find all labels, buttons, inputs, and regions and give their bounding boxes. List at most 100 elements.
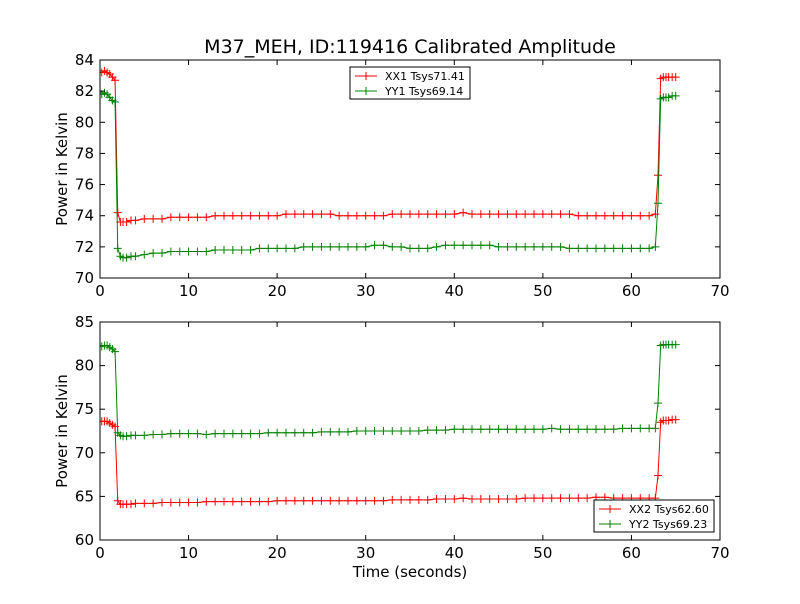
data-point xyxy=(600,244,609,253)
data-point xyxy=(397,427,406,435)
data-point xyxy=(317,242,326,251)
data-point xyxy=(308,428,317,437)
data-point xyxy=(246,245,255,254)
data-point xyxy=(290,428,299,437)
data-point xyxy=(122,217,131,226)
data-point xyxy=(521,494,530,503)
data-point xyxy=(530,494,538,503)
data-point xyxy=(414,427,423,435)
data-point xyxy=(202,213,211,222)
legend-box xyxy=(349,66,471,100)
legend-label: XX2 Tsys62.60 xyxy=(629,503,709,516)
y-tick-label: 60 xyxy=(75,531,94,549)
data-point xyxy=(255,497,264,506)
data-point xyxy=(140,214,149,223)
data-point xyxy=(651,210,660,219)
data-point xyxy=(512,210,521,219)
y-axis-label: Power in Kelvin xyxy=(53,112,71,226)
data-point xyxy=(592,425,600,434)
data-point xyxy=(228,429,237,438)
data-point xyxy=(255,211,264,220)
data-point xyxy=(158,430,166,439)
data-point xyxy=(166,247,175,256)
data-point xyxy=(326,496,335,505)
data-point xyxy=(317,210,326,219)
data-point xyxy=(450,425,459,434)
data-point xyxy=(220,245,228,254)
data-point xyxy=(379,241,388,250)
data-point xyxy=(671,415,680,424)
data-point xyxy=(237,429,246,438)
data-point xyxy=(592,244,600,253)
data-point xyxy=(140,431,149,440)
data-point xyxy=(228,497,237,506)
x-tick-label: 60 xyxy=(622,544,641,562)
data-point xyxy=(166,429,175,438)
data-point xyxy=(299,496,308,505)
series-line xyxy=(101,344,676,437)
data-point xyxy=(671,340,680,349)
data-point xyxy=(175,498,184,507)
data-point xyxy=(414,210,423,219)
data-point xyxy=(476,241,485,250)
data-point xyxy=(149,249,158,258)
data-point xyxy=(246,497,255,506)
data-point xyxy=(503,242,512,251)
data-point xyxy=(361,496,370,505)
data-point xyxy=(512,242,521,251)
data-point xyxy=(149,214,158,223)
data-point xyxy=(193,247,202,256)
y-tick-label: 76 xyxy=(75,176,94,194)
data-point xyxy=(211,429,220,438)
data-point xyxy=(175,247,184,256)
series-1-2 xyxy=(100,88,680,262)
data-point xyxy=(184,213,193,222)
data-point xyxy=(432,210,441,219)
x-tick-label: 70 xyxy=(710,544,729,562)
data-point xyxy=(184,429,193,438)
data-point xyxy=(282,496,290,505)
data-point xyxy=(459,241,468,250)
x-tick-label: 10 xyxy=(179,544,198,562)
data-point xyxy=(202,247,211,256)
data-point xyxy=(282,210,290,219)
data-point xyxy=(530,242,538,251)
x-tick-label: 0 xyxy=(95,282,105,300)
data-point xyxy=(299,428,308,437)
data-point xyxy=(370,211,379,220)
data-point xyxy=(202,497,211,506)
data-point xyxy=(273,496,282,505)
x-tick-label: 60 xyxy=(622,282,641,300)
data-point xyxy=(370,496,379,505)
data-point xyxy=(547,210,556,219)
data-point xyxy=(485,210,494,219)
data-point xyxy=(344,242,352,251)
data-point xyxy=(530,210,538,219)
data-point xyxy=(521,242,530,251)
data-point xyxy=(556,494,565,503)
data-point xyxy=(397,242,406,251)
data-point xyxy=(494,242,503,251)
data-point xyxy=(432,495,441,504)
data-point xyxy=(423,495,432,504)
data-point xyxy=(127,500,135,509)
data-point xyxy=(388,242,397,251)
data-point xyxy=(326,210,335,219)
data-point xyxy=(379,427,388,435)
y-tick-label: 74 xyxy=(75,207,94,225)
data-point xyxy=(574,244,583,253)
data-point xyxy=(228,211,237,220)
data-point xyxy=(335,211,344,220)
data-point xyxy=(335,427,344,436)
data-point xyxy=(618,244,627,253)
data-point xyxy=(379,496,388,505)
data-point xyxy=(538,242,547,251)
data-point xyxy=(468,210,476,219)
subplot-1: 0 10 20 30 40 50 60 70 70 72 74 76 78 80 82 84 Power in … xyxy=(53,51,730,300)
data-point xyxy=(379,211,388,220)
data-point xyxy=(246,429,255,438)
data-point xyxy=(282,244,290,253)
series-2-1 xyxy=(100,415,680,509)
